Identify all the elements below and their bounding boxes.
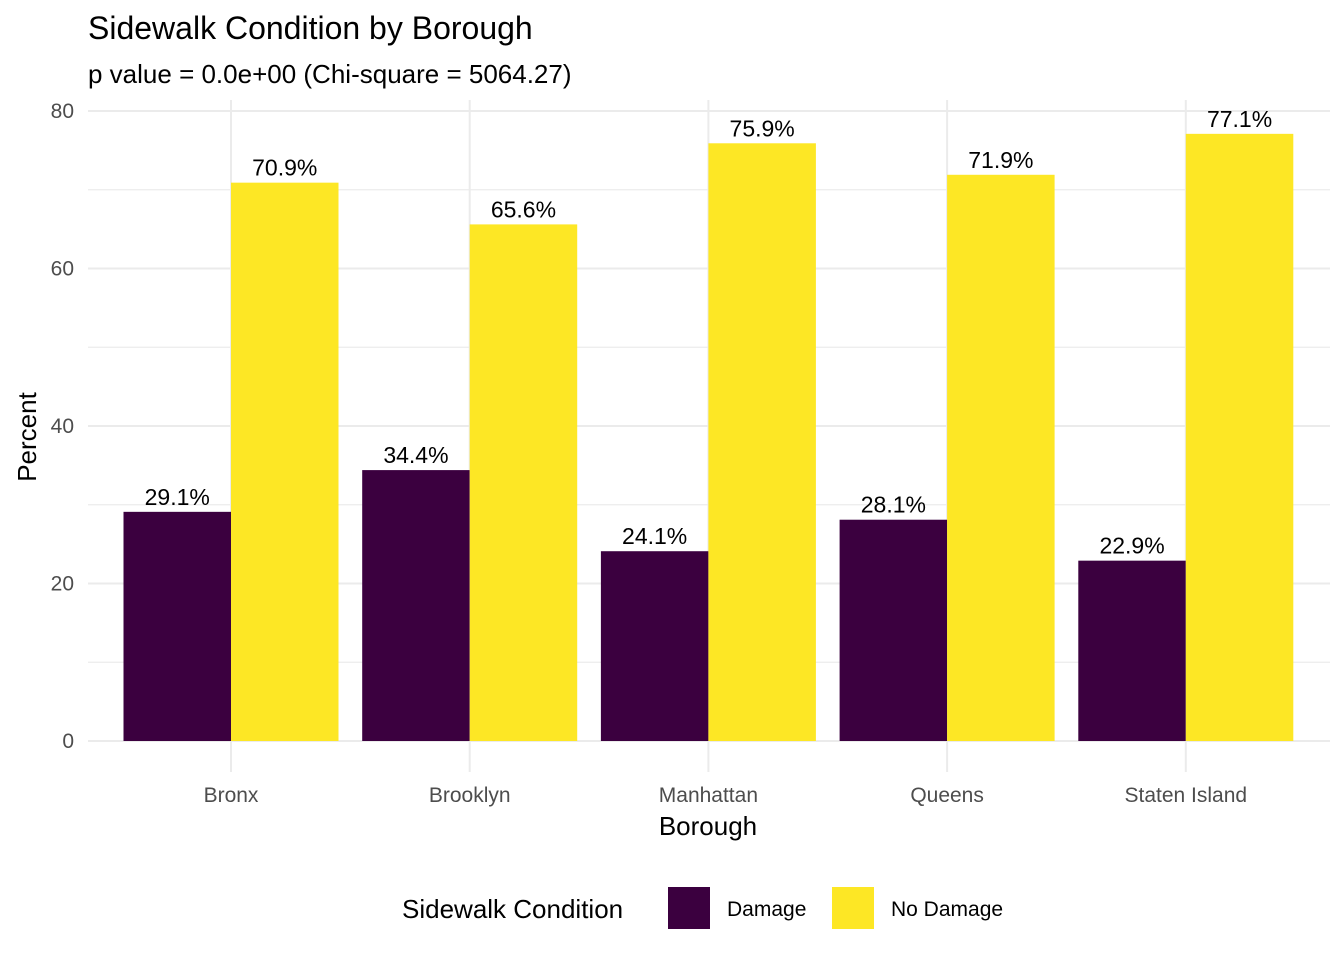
x-tick-label: Manhattan <box>659 784 758 807</box>
data-label-damage: 24.1% <box>622 523 687 549</box>
bars <box>123 133 1294 742</box>
y-tick-label: 80 <box>51 100 74 123</box>
data-label-damage: 22.9% <box>1099 533 1164 559</box>
data-labels: 29.1% 34.4% 24.1% 28.1% 22.9% 70.9% 65.6% 75.9%… <box>145 106 1273 559</box>
data-label-damage: 28.1% <box>861 492 926 518</box>
x-tick-label: Brooklyn <box>429 784 511 807</box>
y-tick-label: 40 <box>51 415 74 438</box>
data-label-damage: 34.4% <box>383 442 448 468</box>
data-label-no-damage: 77.1% <box>1207 106 1272 132</box>
y-axis-title: Percent <box>12 391 42 481</box>
bar-no-damage <box>1185 133 1294 741</box>
chart-subtitle: p value = 0.0e+00 (Chi-square = 5064.27) <box>88 59 572 89</box>
bar-damage <box>362 470 470 741</box>
data-label-damage: 29.1% <box>145 484 210 510</box>
legend-key-damage <box>668 887 710 929</box>
x-tick-label: Staten Island <box>1125 784 1248 807</box>
x-axis-title: Borough <box>659 811 757 841</box>
data-label-no-damage: 70.9% <box>252 155 317 181</box>
data-label-no-damage: 65.6% <box>491 196 556 222</box>
bar-damage <box>1078 560 1186 741</box>
bar-damage <box>123 511 231 741</box>
bar-no-damage <box>947 174 1055 742</box>
data-label-no-damage: 71.9% <box>968 147 1033 173</box>
legend-label-no-damage: No Damage <box>891 898 1003 921</box>
bar-damage <box>839 519 948 741</box>
x-tick-label: Bronx <box>204 784 259 807</box>
y-tick-label: 60 <box>51 258 74 281</box>
bar-no-damage <box>708 143 816 742</box>
legend-key-no-damage <box>832 887 874 929</box>
y-axis-ticks: 0 20 40 60 80 <box>51 100 74 753</box>
bar-damage <box>600 551 709 741</box>
bar-no-damage <box>469 224 578 741</box>
y-tick-label: 0 <box>62 730 74 753</box>
x-axis-ticks: Bronx Brooklyn Manhattan Queens Staten Islan… <box>204 784 1248 807</box>
legend-label-damage: Damage <box>727 898 806 921</box>
legend-title: Sidewalk Condition <box>402 894 623 924</box>
data-label-no-damage: 75.9% <box>730 115 795 141</box>
legend: Sidewalk Condition Damage No Damage <box>402 887 1003 929</box>
x-tick-label: Queens <box>910 784 984 807</box>
y-tick-label: 20 <box>51 573 74 596</box>
bar-no-damage <box>231 182 339 742</box>
chart-title: Sidewalk Condition by Borough <box>88 10 533 46</box>
